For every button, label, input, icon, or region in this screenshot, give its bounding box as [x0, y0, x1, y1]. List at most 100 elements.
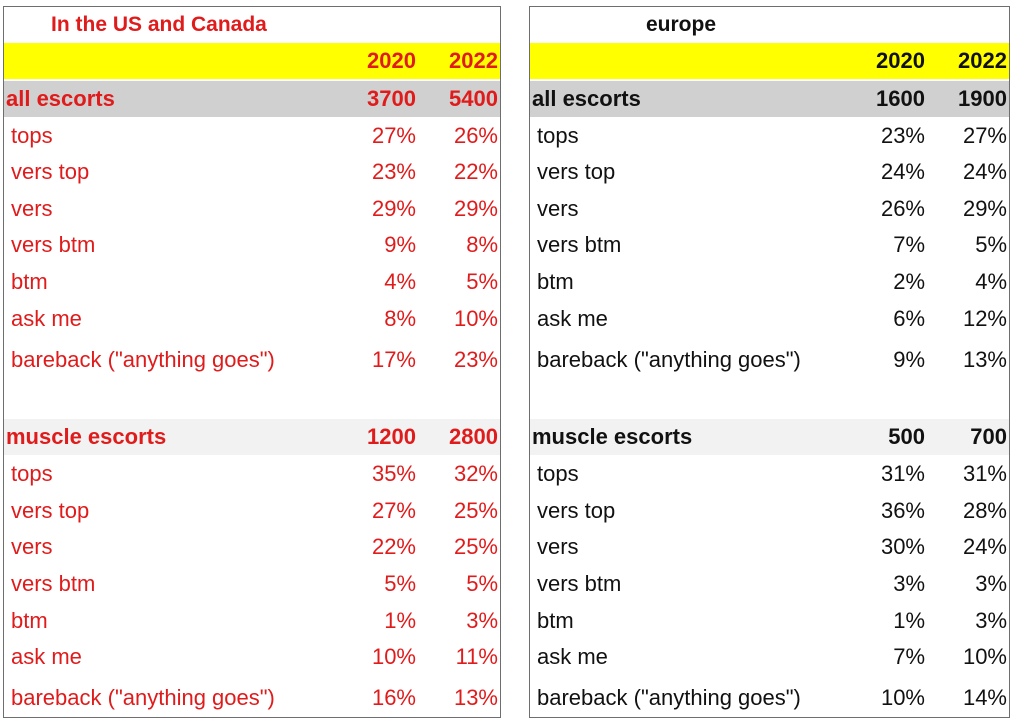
value-2022: 3%	[466, 608, 498, 633]
value-2022: 25%	[453, 534, 498, 559]
value-2020: 5%	[384, 571, 416, 596]
value-2022: 4%	[975, 269, 1007, 294]
table-row: btm 1% 3%	[4, 603, 500, 639]
table-row: vers 22% 25%	[4, 529, 500, 565]
row-label: ask me	[537, 644, 608, 669]
row-label: vers	[11, 196, 53, 221]
total-2022: 2800	[449, 424, 498, 449]
table-row: bareback ("anything goes") 17% 23%	[4, 342, 500, 378]
muscle-escorts-total-row: muscle escorts 1200 2800	[4, 419, 500, 455]
value-2022: 31%	[962, 461, 1007, 486]
table-row: ask me 6% 12%	[530, 301, 1009, 337]
table-row: vers 29% 29%	[4, 191, 500, 227]
row-label: vers	[537, 196, 579, 221]
row-label: bareback ("anything goes")	[11, 347, 275, 372]
value-2022: 26%	[453, 123, 498, 148]
value-2020: 35%	[371, 461, 416, 486]
value-2020: 4%	[384, 269, 416, 294]
value-2020: 27%	[371, 123, 416, 148]
row-label: btm	[11, 608, 48, 633]
row-label: btm	[537, 608, 574, 633]
row-label: tops	[11, 123, 53, 148]
value-2022: 13%	[962, 347, 1007, 372]
value-2020: 22%	[371, 534, 416, 559]
row-label: vers top	[11, 498, 90, 523]
value-2022: 8%	[466, 232, 498, 257]
value-2020: 24%	[880, 159, 925, 184]
value-2022: 14%	[962, 685, 1007, 710]
value-2022: 22%	[453, 159, 498, 184]
year-2020-header: 2020	[367, 48, 416, 73]
total-2020: 500	[888, 424, 925, 449]
table-row: bareback ("anything goes") 9% 13%	[530, 342, 1009, 378]
year-2022-header: 2022	[958, 48, 1007, 73]
total-2022: 5400	[449, 86, 498, 111]
section-label: all escorts	[532, 86, 641, 111]
all-escorts-total-row: all escorts 3700 5400	[4, 81, 500, 117]
value-2022: 5%	[466, 571, 498, 596]
row-label: bareback ("anything goes")	[537, 347, 801, 372]
europe-table: europe 2020 2022 all escorts 1600 1900 t…	[529, 6, 1010, 718]
row-label: btm	[11, 269, 48, 294]
table-row: vers top 23% 22%	[4, 154, 500, 190]
table-row: btm 1% 3%	[530, 603, 1009, 639]
value-2020: 7%	[893, 232, 925, 257]
all-escorts-total-row: all escorts 1600 1900	[530, 81, 1009, 117]
row-label: vers top	[537, 159, 616, 184]
value-2020: 16%	[371, 685, 416, 710]
value-2020: 30%	[880, 534, 925, 559]
row-label: tops	[11, 461, 53, 486]
table-row: vers 26% 29%	[530, 191, 1009, 227]
value-2022: 3%	[975, 571, 1007, 596]
table-row: vers btm 3% 3%	[530, 566, 1009, 602]
value-2020: 27%	[371, 498, 416, 523]
value-2020: 17%	[371, 347, 416, 372]
value-2020: 3%	[893, 571, 925, 596]
us-canada-table: In the US and Canada 2020 2022 all escor…	[3, 6, 501, 718]
section-label: all escorts	[6, 86, 115, 111]
us-table-title: In the US and Canada	[51, 13, 267, 36]
year-2020-header: 2020	[876, 48, 925, 73]
value-2020: 31%	[880, 461, 925, 486]
year-header-row: 2020 2022	[4, 43, 500, 79]
value-2022: 24%	[962, 534, 1007, 559]
table-row: tops 35% 32%	[4, 456, 500, 492]
value-2022: 23%	[453, 347, 498, 372]
table-row: vers btm 7% 5%	[530, 227, 1009, 263]
value-2020: 9%	[893, 347, 925, 372]
value-2022: 24%	[962, 159, 1007, 184]
table-row: vers top 24% 24%	[530, 154, 1009, 190]
value-2020: 23%	[371, 159, 416, 184]
value-2020: 1%	[893, 608, 925, 633]
row-label: vers btm	[537, 232, 622, 257]
value-2020: 36%	[880, 498, 925, 523]
section-label: muscle escorts	[6, 424, 167, 449]
value-2022: 32%	[453, 461, 498, 486]
table-row: vers btm 9% 8%	[4, 227, 500, 263]
section-label: muscle escorts	[532, 424, 693, 449]
table-row: btm 4% 5%	[4, 264, 500, 300]
row-label: btm	[537, 269, 574, 294]
value-2022: 27%	[962, 123, 1007, 148]
value-2020: 10%	[880, 685, 925, 710]
table-row: vers top 36% 28%	[530, 493, 1009, 529]
table-row: tops 23% 27%	[530, 118, 1009, 154]
value-2022: 10%	[962, 644, 1007, 669]
year-header-row: 2020 2022	[530, 43, 1009, 79]
value-2022: 29%	[453, 196, 498, 221]
year-2022-header: 2022	[449, 48, 498, 73]
row-label: vers top	[537, 498, 616, 523]
value-2022: 3%	[975, 608, 1007, 633]
value-2022: 5%	[466, 269, 498, 294]
row-label: bareback ("anything goes")	[537, 685, 801, 710]
table-row: ask me 7% 10%	[530, 639, 1009, 675]
total-2020: 1600	[876, 86, 925, 111]
row-label: vers btm	[11, 232, 96, 257]
table-row: bareback ("anything goes") 10% 14%	[530, 680, 1009, 716]
table-row: vers 30% 24%	[530, 529, 1009, 565]
row-label: tops	[537, 123, 579, 148]
value-2022: 12%	[962, 306, 1007, 331]
row-label: ask me	[11, 644, 82, 669]
row-label: bareback ("anything goes")	[11, 685, 275, 710]
row-label: vers btm	[11, 571, 96, 596]
